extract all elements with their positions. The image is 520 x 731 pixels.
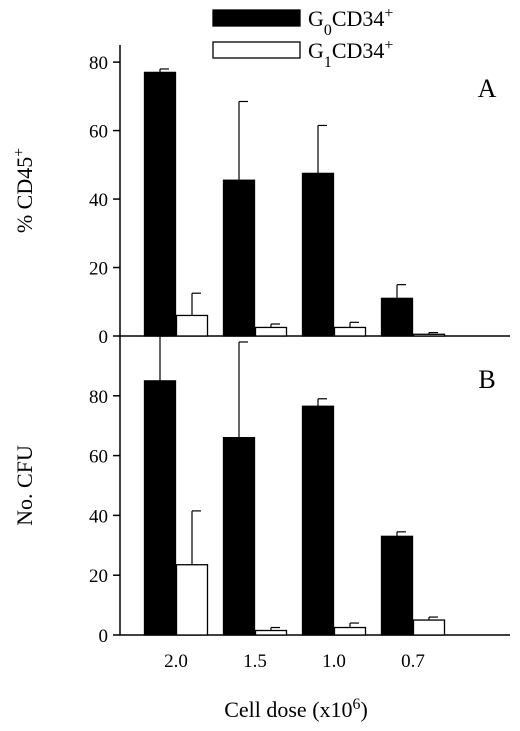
x-tick-label: 1.0: [322, 651, 346, 672]
legend-entry: G1CD34+: [308, 37, 393, 71]
x-tick-label: 2.0: [164, 651, 188, 672]
bar-g0: [143, 71, 177, 337]
legend-swatch: [212, 41, 301, 59]
bar-g1: [254, 326, 288, 337]
y-tick-label: 40: [89, 190, 108, 211]
panel-a: 0 20 40 60 80 % CD45+ A: [11, 45, 510, 348]
bar-g1: [175, 564, 209, 636]
y-axis-label: No. CFU: [12, 445, 37, 526]
bar-g0: [222, 437, 256, 636]
x-axis-label: Cell dose (x106): [224, 696, 368, 723]
bar-g0: [301, 172, 335, 337]
y-tick-label: 60: [89, 122, 108, 143]
x-axis: 2.0 1.5 1.0 0.7 Cell dose (x106): [164, 651, 425, 722]
panel-label: B: [478, 365, 495, 394]
y-tick-label: 0: [99, 626, 109, 647]
bar-g1: [175, 314, 209, 337]
legend-swatch: [212, 9, 301, 27]
bar-g0: [380, 535, 414, 636]
legend: G0CD34+G1CD34+: [212, 5, 393, 71]
y-tick-label: 20: [89, 259, 108, 280]
y-tick-label: 80: [89, 53, 108, 74]
y-tick-label: 40: [89, 506, 108, 527]
bar-g1: [254, 629, 288, 636]
y-tick-label: 0: [99, 327, 109, 348]
y-axis-label: % CD45+: [11, 148, 38, 233]
bar-g1: [333, 326, 367, 337]
bar-g1: [412, 333, 446, 337]
bar-g0: [380, 297, 414, 337]
panel-b: 0 20 40 60 80 No. CFU B: [12, 335, 510, 647]
x-tick-label: 1.5: [243, 651, 267, 672]
y-tick-label: 80: [89, 387, 108, 408]
bar-g1: [412, 619, 446, 636]
bar-g0: [143, 380, 177, 636]
y-tick-label: 60: [89, 447, 108, 468]
bar-g0: [301, 405, 335, 636]
x-tick-label: 0.7: [401, 651, 425, 672]
legend-entry: G0CD34+: [308, 5, 393, 39]
bar-g1: [333, 626, 367, 636]
y-tick-label: 20: [89, 566, 108, 587]
bar-g0: [222, 179, 256, 337]
panel-label: A: [478, 74, 497, 103]
